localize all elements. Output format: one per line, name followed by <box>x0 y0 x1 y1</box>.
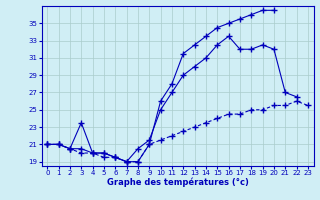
X-axis label: Graphe des températures (°c): Graphe des températures (°c) <box>107 178 249 187</box>
